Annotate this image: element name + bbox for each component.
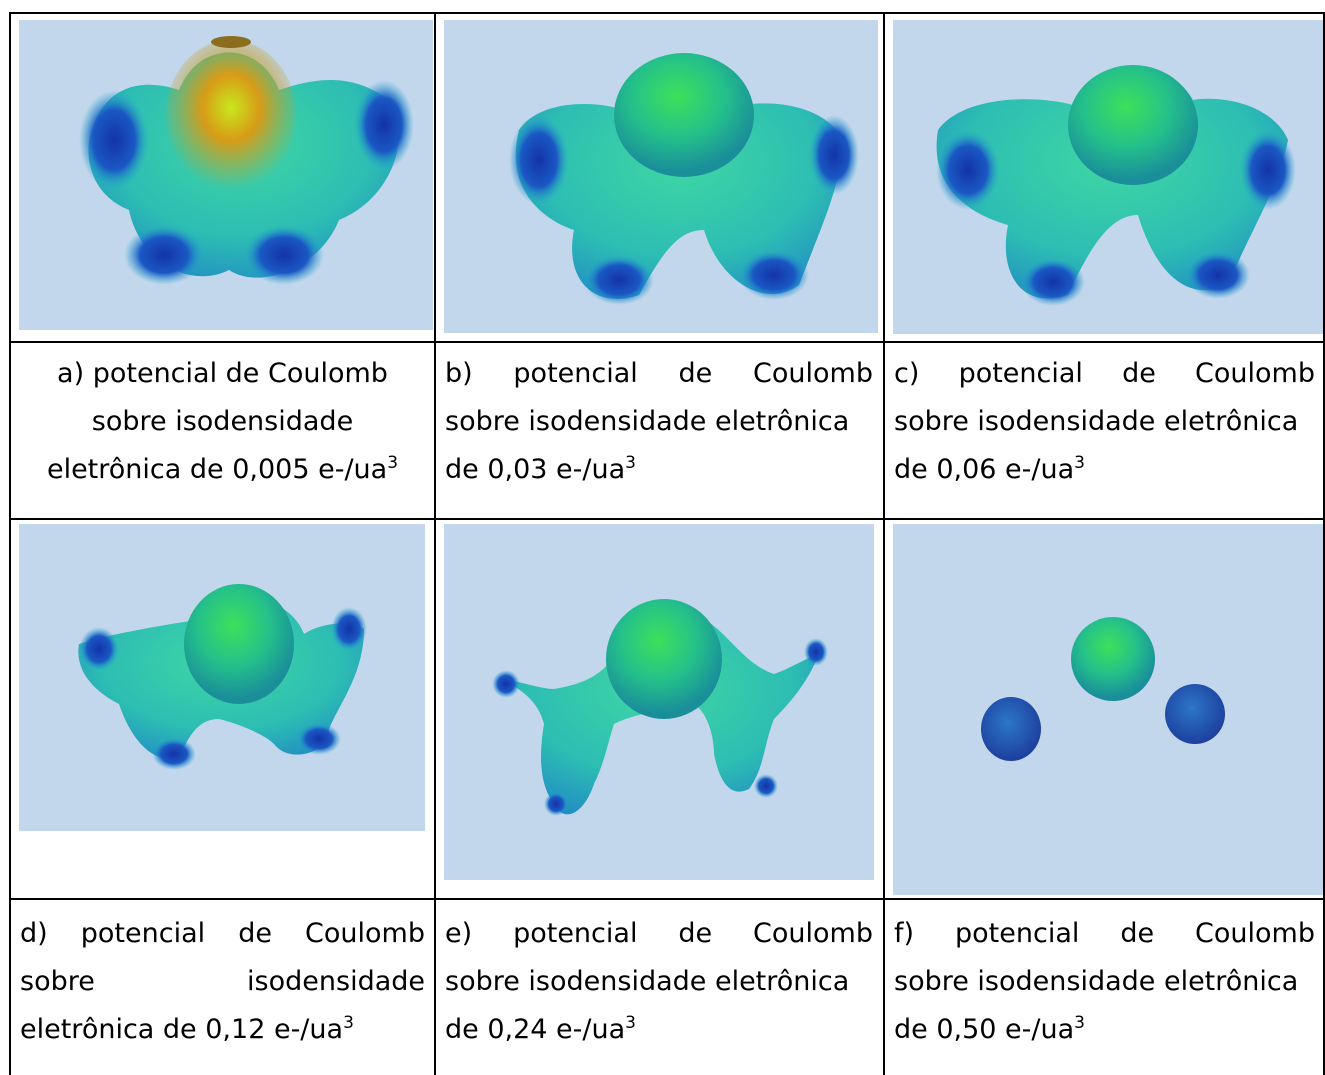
caption-line: eletrônica de 0,005 e-/ua3 (20, 446, 425, 494)
caption-line: c) potencial de Coulomb (894, 350, 1315, 398)
caption-text: de (678, 918, 713, 949)
isosurface-image-d (19, 524, 425, 831)
caption-text: de (678, 358, 713, 389)
caption-text: Coulomb (1195, 358, 1315, 389)
isosurface-image-b (444, 20, 878, 333)
caption-line: f) potencial de Coulomb (894, 910, 1315, 958)
table-top-rule (9, 12, 1325, 14)
row-rule (9, 341, 1325, 343)
caption-line: b) potencial de Coulomb (445, 350, 873, 398)
isosurface-image-f (893, 524, 1323, 895)
caption-text: e) (445, 918, 473, 949)
caption-text: sobre isodensidade (91, 406, 354, 437)
caption-c: c) potencial de Coulomb sobre isodensidade e… (894, 350, 1315, 494)
caption-line: sobre isodensidade (20, 958, 425, 1006)
unit-exponent: 3 (1074, 453, 1085, 473)
caption-line: sobre isodensidade (20, 398, 425, 446)
caption-text: eletrônica de 0,005 e-/ua3 (46, 453, 399, 485)
caption-text: isodensidade (247, 966, 425, 997)
caption-text: a) potencial de Coulomb (57, 358, 388, 389)
caption-text: potencial (955, 918, 1080, 949)
caption-text: Coulomb (1195, 918, 1315, 949)
caption-text: Coulomb (753, 358, 873, 389)
column-rule (1323, 12, 1325, 1075)
caption-e: e) potencial de Coulomb sobre isodensidade e… (445, 910, 873, 1054)
caption-line: d) potencial de Coulomb (20, 910, 425, 958)
caption-text: c) (894, 358, 920, 389)
caption-b: b) potencial de Coulomb sobre isodensidade e… (445, 350, 873, 494)
caption-line: de 0,24 e-/ua3 (445, 1006, 873, 1054)
caption-text: potencial (513, 358, 638, 389)
caption-text: sobre isodensidade eletrônica (894, 966, 1299, 997)
caption-line: sobre isodensidade eletrônica (894, 398, 1315, 446)
unit-exponent: 3 (625, 453, 636, 473)
caption-d: d) potencial de Coulomb sobre isodensidade ele… (20, 910, 425, 1054)
caption-text: eletrônica de 0,12 e-/ua3 (20, 1013, 354, 1045)
row-rule (9, 518, 1325, 520)
isosurface-image-e (444, 524, 874, 880)
caption-text: de (1120, 918, 1155, 949)
caption-text: de (238, 918, 272, 949)
caption-text: de 0,03 e-/ua3 (445, 453, 636, 485)
caption-text: Coulomb (305, 918, 425, 949)
caption-text: de (1122, 358, 1156, 389)
caption-text: sobre (20, 966, 95, 997)
caption-a: a) potencial de Coulomb sobre isodensidad… (20, 350, 425, 494)
caption-text: sobre isodensidade eletrônica (445, 406, 850, 437)
caption-text: potencial (958, 358, 1083, 389)
caption-text: Coulomb (753, 918, 873, 949)
caption-line: sobre isodensidade eletrônica (894, 958, 1315, 1006)
unit-exponent: 3 (343, 1013, 354, 1033)
caption-text: d) (20, 918, 48, 949)
caption-line: e) potencial de Coulomb (445, 910, 873, 958)
caption-text: potencial (80, 918, 206, 949)
row-rule (9, 898, 1325, 900)
caption-text: potencial (513, 918, 638, 949)
caption-f: f) potencial de Coulomb sobre isodensidade e… (894, 910, 1315, 1054)
caption-text: f) (894, 918, 915, 949)
caption-line: de 0,50 e-/ua3 (894, 1006, 1315, 1054)
caption-line: eletrônica de 0,12 e-/ua3 (20, 1006, 425, 1054)
caption-text: de 0,06 e-/ua3 (894, 453, 1085, 485)
caption-text: sobre isodensidade eletrônica (445, 966, 850, 997)
caption-text: sobre isodensidade eletrônica (894, 406, 1299, 437)
column-rule (883, 12, 885, 1075)
unit-exponent: 3 (625, 1013, 636, 1033)
unit-exponent: 3 (1074, 1013, 1085, 1033)
unit-exponent: 3 (387, 453, 399, 473)
caption-line: de 0,06 e-/ua3 (894, 446, 1315, 494)
caption-line: sobre isodensidade eletrônica (445, 958, 873, 1006)
caption-line: a) potencial de Coulomb (20, 350, 425, 398)
caption-text: de 0,50 e-/ua3 (894, 1013, 1085, 1045)
isosurface-image-c (893, 20, 1323, 334)
isosurface-image-a (19, 20, 433, 330)
caption-line: sobre isodensidade eletrônica (445, 398, 873, 446)
column-rule (434, 12, 436, 1075)
caption-text: b) (445, 358, 473, 389)
caption-line: de 0,03 e-/ua3 (445, 446, 873, 494)
caption-text: de 0,24 e-/ua3 (445, 1013, 636, 1045)
column-rule (9, 12, 11, 1075)
